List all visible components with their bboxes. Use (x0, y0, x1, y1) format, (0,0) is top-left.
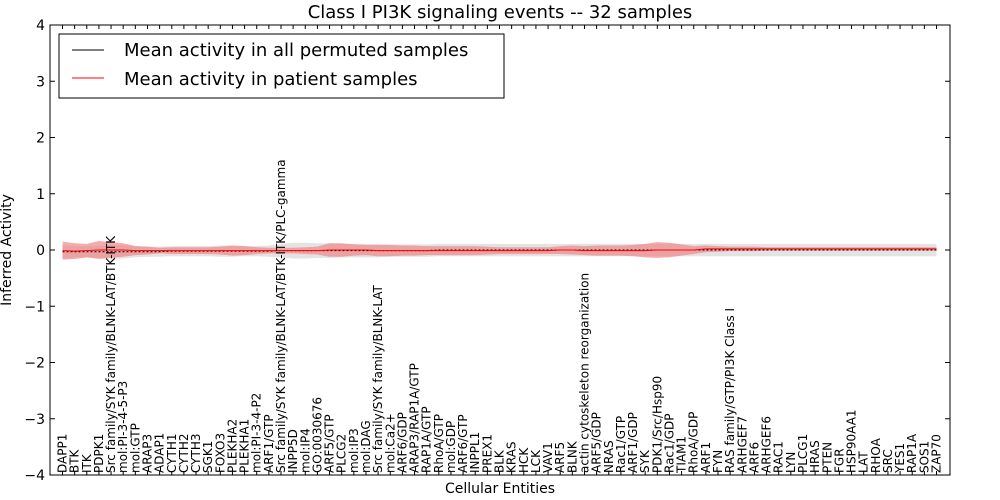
line-series-1 (62, 248, 937, 252)
x-category-label: PLEKHA1 (238, 419, 252, 473)
x-category-label: RAC1 (772, 441, 786, 473)
x-category-label: mol:IP3 (347, 428, 361, 473)
x-category-label: Src family/SYK family/BLNK-LAT (371, 284, 385, 473)
x-category-label: GO:0030676 (310, 397, 324, 473)
x-category-label: mol:PI-3-4-P2 (250, 393, 264, 473)
x-category-label: actin cytoskeleton reorganization (577, 273, 591, 473)
x-category-label: mol:PI-3-4-5-P3 (116, 381, 130, 473)
legend: Mean activity in all permuted samples Me… (58, 33, 505, 99)
y-axis-title: Inferred Activity (0, 194, 15, 306)
x-category-label: TIAM1 (675, 436, 689, 474)
legend-label-permuted: Mean activity in all permuted samples (124, 40, 468, 61)
x-category-label: Rac1/GTP (614, 416, 628, 473)
x-category-label: HRAS (808, 440, 822, 473)
x-category-label: ARF5/GTP (323, 414, 337, 473)
x-category-label: ARF6/GTP (456, 414, 470, 473)
x-category-label: ARF1/GTP (262, 414, 276, 473)
x-category-label: YES1 (893, 443, 907, 474)
x-category-label: RHOA (869, 437, 883, 473)
x-category-label: NRAS (602, 440, 616, 473)
x-category-label: ARHGEF7 (735, 416, 749, 473)
y-tick-label: −2 (24, 356, 45, 372)
x-category-label: KRAS (505, 441, 519, 473)
x-category-label: INPP5D (286, 429, 300, 473)
y-tick-label: 0 (36, 243, 45, 259)
x-category-label: PDK1/Src/Hsp90 (650, 376, 664, 473)
y-tick-label: 3 (36, 74, 45, 90)
x-category-label: CYTH1 (165, 434, 179, 474)
x-category-label: DAPP1 (56, 434, 70, 473)
y-tick-label: −3 (24, 412, 45, 428)
x-category-label: PLEKHA2 (225, 419, 239, 473)
y-tick-label: 1 (36, 187, 45, 203)
x-category-label: FGR (832, 448, 846, 473)
x-category-label: mol:GTP (128, 423, 142, 473)
x-category-label: Src family/SYK family/BLNK-LAT/BTK-ITK/P… (274, 159, 288, 473)
x-category-label: PTEN (820, 442, 834, 473)
x-category-label: PLCG2 (335, 434, 349, 473)
x-category-label: mol:DAG (359, 420, 373, 473)
axis-ticks: 4 3 2 1 0 −1 −2 −3 −4 (24, 18, 950, 484)
x-category-label: BLK (493, 449, 507, 473)
x-category-label: ITK (80, 453, 94, 473)
x-category-label: SYK (638, 449, 652, 473)
x-category-label: mol:GDP (444, 421, 458, 473)
x-category-label: LAT (857, 451, 871, 473)
x-category-label: SRC (881, 449, 895, 473)
x-category-label: LYN (784, 452, 798, 473)
x-category-label: Rac1/GDP (662, 414, 676, 473)
x-category-label: ZAP70 (930, 434, 944, 473)
x-category-label: INPPL1 (468, 432, 482, 473)
y-tick-label: −4 (24, 468, 45, 484)
x-category-label: FOXO3 (213, 433, 227, 473)
x-category-label: Src family/SYK family/BLNK-LAT/BTK-ITK (104, 235, 118, 473)
x-category-label: LCK (529, 449, 543, 473)
y-tick-label: 2 (36, 131, 45, 147)
x-category-label: BTK (68, 448, 82, 473)
x-category-label: BLNK (565, 440, 579, 473)
x-category-label: mol:Ca2+ (383, 413, 397, 473)
x-category-label: ARF6 (747, 442, 761, 473)
x-category-label: RhoA/GDP (687, 412, 701, 473)
x-category-label: RAS family/GTP/PI3K Class I (723, 308, 737, 473)
x-category-label: RhoA/GTP (432, 414, 446, 473)
y-tick-label: 4 (36, 18, 45, 34)
x-category-label: PLCG1 (796, 434, 810, 473)
x-category-label: ARF5/GDP (590, 412, 604, 473)
x-category-label: RAP1A/GTP (420, 406, 434, 473)
x-category-label: RAP1A (905, 433, 919, 473)
legend-label-patient: Mean activity in patient samples (124, 69, 418, 90)
chart-title: Class I PI3K signaling events -- 32 samp… (308, 2, 693, 23)
x-category-label: HCK (517, 447, 531, 473)
x-category-label: PDPK1 (92, 434, 106, 473)
x-category-label: CYTH2 (177, 434, 191, 474)
x-category-label: ARF1/GDP (626, 412, 640, 473)
x-category-label: SOS1 (917, 441, 931, 473)
x-category-label: VAV1 (541, 442, 555, 473)
x-category-label: ADAP1 (153, 433, 167, 473)
x-category-label: HSP90AA1 (845, 409, 859, 473)
line-series-0 (62, 249, 937, 253)
x-category-label: ARF6/GDP (395, 412, 409, 473)
x-category-label: PREX1 (480, 434, 494, 473)
plot-area (62, 241, 937, 260)
x-category-label: ARF5 (553, 442, 567, 473)
x-category-label: ARHGEF6 (760, 416, 774, 473)
x-category-label: SGK1 (201, 441, 215, 473)
x-category-label: ARAP3 (140, 434, 154, 473)
x-axis-title: Cellular Entities (445, 481, 555, 497)
x-category-label: mol:IP4 (298, 428, 312, 473)
y-tick-label: −1 (24, 299, 45, 315)
legend-box (58, 33, 505, 99)
x-category-label: CYTH3 (189, 434, 203, 474)
x-category-label: ARAP3/RAP1A/GTP (408, 363, 422, 473)
x-category-label: FYN (711, 450, 725, 473)
x-category-label: ARF1 (699, 442, 713, 473)
